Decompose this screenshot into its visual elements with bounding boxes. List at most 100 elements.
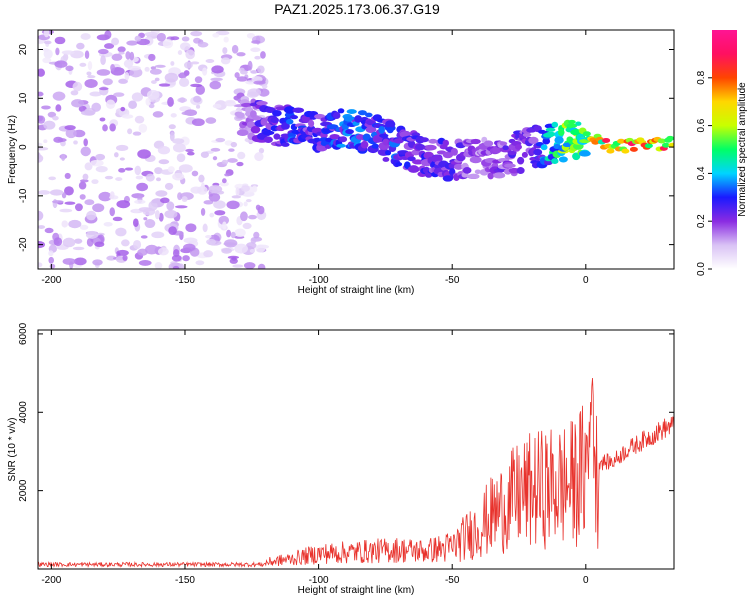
spectrogram-noise-cell (132, 218, 139, 228)
spectrogram-signal-cell (326, 124, 339, 130)
snr-frame (37, 329, 675, 570)
spectrogram-signal-cell (629, 146, 638, 152)
spectrogram-noise-cell (162, 39, 174, 49)
spectrogram-noise-cell (190, 31, 203, 37)
spectrogram-noise-cell (234, 72, 240, 79)
spectrogram-x-tick-label: -100 (309, 275, 329, 286)
spectrogram-noise-cell (155, 177, 162, 182)
spectrogram-noise-cell (154, 77, 160, 82)
spectrogram-noise-cell (89, 91, 102, 97)
spectrogram-noise-cell (61, 220, 68, 228)
spectrogram-noise-cell (122, 254, 128, 262)
spectrogram-signal-cell (540, 144, 548, 151)
spectrogram-noise-cell (92, 203, 105, 213)
spectrogram-signal-cell (442, 139, 450, 147)
spectrogram-signal-cell (273, 133, 281, 140)
spectrogram-noise-cell (59, 208, 73, 213)
spectrogram-signal-cell (336, 143, 346, 148)
spectrogram-noise-cell (103, 222, 113, 227)
spectrogram-noise-cell (117, 46, 126, 53)
spectrogram-signal-cell (393, 138, 404, 144)
spectrogram-signal-cell (554, 136, 564, 144)
spectrogram-noise-cell (209, 80, 222, 90)
spectrogram-signal-cell (378, 126, 385, 134)
spectrogram-noise-cell (170, 113, 177, 118)
spectrogram-noise-cell (115, 144, 129, 152)
spectrogram-signal-cell (545, 131, 556, 137)
spectrogram-signal-cell (333, 111, 341, 120)
spectrogram-noise-cell (73, 140, 78, 145)
spectrogram-noise-cell (121, 239, 130, 247)
colorbar-tick-label: 0.6 (696, 118, 707, 132)
spectrogram-y-label: Frequency (Hz) (7, 115, 18, 184)
spectrogram-noise-cell (251, 185, 258, 193)
spectrogram-noise-cell (222, 47, 228, 54)
spectrogram-noise-cell (241, 185, 250, 192)
spectrogram-noise-cell (43, 30, 50, 38)
spectrogram-noise-cell (79, 194, 86, 200)
spectrogram-signal-cell (385, 120, 396, 129)
spectrogram-noise-cell (86, 71, 92, 76)
colorbar-tick-label: 0.8 (696, 70, 707, 84)
spectrogram-noise-cell (232, 264, 244, 268)
spectrogram-y-tick-label: -10 (18, 188, 29, 203)
spectrogram-noise-cell (237, 151, 246, 160)
spectrogram-noise-cell (168, 226, 177, 236)
spectrogram-x-tick-label: -50 (445, 275, 460, 286)
spectrogram-noise-cell (190, 186, 202, 194)
spectrogram-noise-cell (183, 243, 196, 252)
spectrogram-noise-cell (38, 142, 43, 147)
spectrogram-signal-cell (522, 132, 532, 137)
spectrogram-noise-cell (255, 244, 266, 253)
spectrogram-x-label: Height of straight line (km) (298, 285, 415, 296)
spectrogram-noise-cell (61, 153, 66, 161)
spectrogram-y-tick-label: 0 (18, 144, 29, 150)
spectrogram-signal-cell (504, 163, 516, 168)
spectrogram-noise-cell (49, 189, 64, 196)
spectrogram-signal-cell (453, 163, 464, 170)
spectrogram-noise-cell (65, 128, 77, 139)
spectrogram-noise-cell (177, 97, 188, 103)
spectrogram-noise-cell (110, 64, 115, 72)
spectrogram-noise-cell (198, 174, 205, 183)
spectrogram-signal-cell (362, 133, 371, 142)
spectrogram-noise-cell (200, 207, 206, 216)
spectrogram-noise-cell (144, 31, 159, 37)
spectrogram-noise-cell (41, 105, 51, 110)
spectrogram-signal-cell (551, 158, 559, 165)
spectrogram-noise-cell (212, 103, 222, 109)
spectrogram-noise-cell (114, 152, 119, 158)
spectrogram-noise-cell (218, 215, 230, 225)
spectrogram-noise-cell (78, 181, 87, 190)
spectrogram-signal-cell (403, 161, 411, 169)
spectrogram-noise-cell (215, 137, 226, 143)
spectrogram-noise-cell (246, 32, 255, 39)
spectrogram-noise-cell (116, 249, 129, 256)
spectrogram-noise-cell (99, 117, 106, 122)
spectrogram-noise-cell (215, 30, 230, 36)
spectrogram-noise-cell (261, 84, 268, 89)
spectrogram-x-tick-label: 0 (583, 275, 589, 286)
colorbar-gradient (712, 30, 737, 269)
spectrogram-signal-cell (329, 133, 340, 140)
spectrogram-noise-cell (118, 78, 128, 84)
spectrogram-noise-cell (168, 81, 176, 86)
snr-x-tick-label: 0 (583, 575, 589, 586)
spectrogram-signal-cell (557, 128, 565, 136)
spectrogram-signal-cell (419, 137, 429, 143)
spectrogram-noise-cell (106, 255, 117, 261)
spectrogram-signal-cell (617, 138, 626, 144)
spectrogram-noise-cell (79, 224, 89, 230)
spectrogram-signal-cell (407, 156, 416, 162)
spectrogram-noise-cell (243, 262, 256, 269)
spectrogram-signal-cell (249, 110, 257, 118)
spectrogram-noise-cell (51, 200, 64, 204)
spectrogram-signal-cell (545, 127, 556, 132)
spectrogram-noise-cell (54, 36, 66, 45)
spectrogram-noise-cell (195, 260, 205, 266)
spectrogram-signal-cell (308, 119, 315, 128)
spectrogram-signal-cell (236, 129, 249, 137)
spectrogram-signal-cell (575, 121, 582, 126)
snr-x-tick-label: -100 (309, 575, 329, 586)
spectrogram-noise-cell (80, 110, 95, 116)
